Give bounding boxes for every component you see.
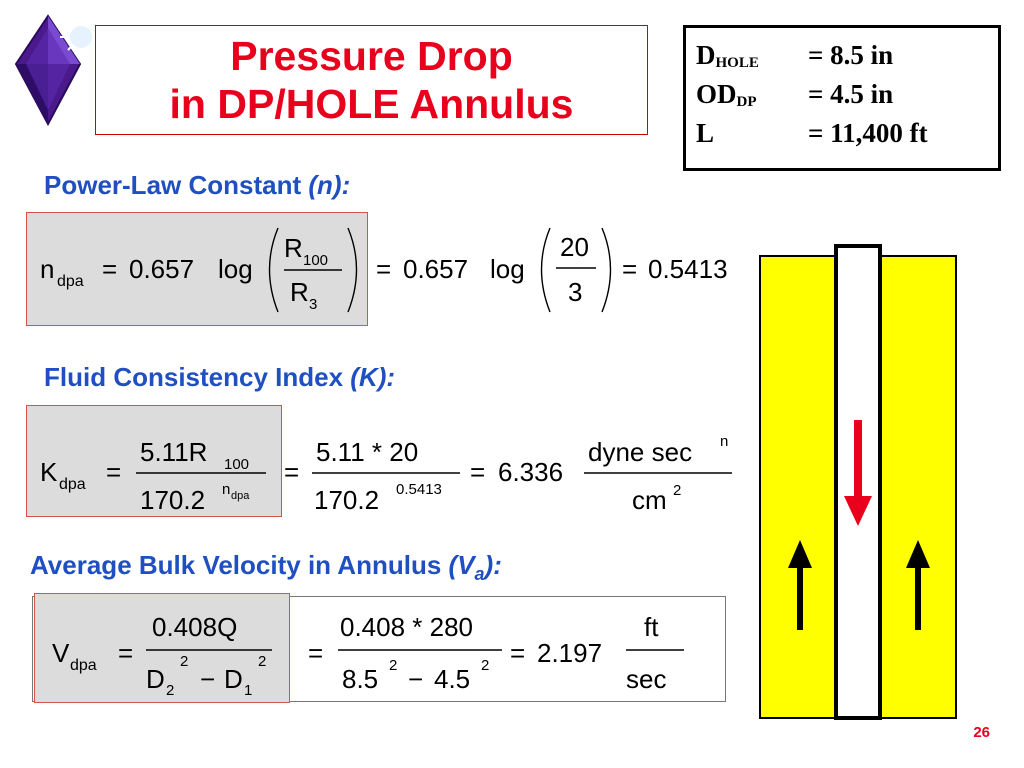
param-row-length: L = 11,400 ft bbox=[696, 114, 998, 153]
v-unit-den: sec bbox=[626, 664, 666, 694]
k-den: 170.2 bbox=[140, 485, 205, 515]
param-row-oddp: ODDP = 4.5 in bbox=[696, 75, 998, 114]
v-den-d1-sub: 1 bbox=[244, 682, 252, 699]
k-formula: K dpa = 5.11R 100 170.2 n dpa = 5.11 * 2… bbox=[40, 433, 732, 515]
n-coef: 0.657 bbox=[129, 254, 194, 284]
param-sub: HOLE bbox=[715, 55, 759, 71]
heading-text: Average Bulk Velocity in Annulus bbox=[30, 550, 442, 580]
heading-text: Power-Law Constant bbox=[44, 170, 302, 200]
v-unit-num: ft bbox=[644, 612, 659, 642]
param-value: = 11,400 ft bbox=[808, 118, 928, 148]
v-den-d1-sup: 2 bbox=[258, 653, 266, 670]
svg-text:=: = bbox=[106, 457, 121, 487]
k-var: K bbox=[40, 457, 58, 487]
heading-text: Fluid Consistency Index bbox=[44, 362, 344, 392]
n-log-2: log bbox=[490, 254, 525, 284]
svg-text:=: = bbox=[470, 457, 485, 487]
parameters-box: DHOLE = 8.5 in ODDP = 4.5 in L = 11,400 … bbox=[683, 25, 1001, 171]
svg-text:=: = bbox=[510, 638, 525, 668]
k-den-sup: n bbox=[222, 481, 230, 498]
k-unit-num-sup: n bbox=[720, 433, 728, 450]
heading-symbol: (V bbox=[448, 550, 475, 580]
n-log: log bbox=[218, 254, 253, 284]
svg-text:=: = bbox=[284, 457, 299, 487]
v-den-d2-sub: 2 bbox=[166, 682, 174, 699]
svg-text:=: = bbox=[376, 254, 391, 284]
v-definition-box bbox=[34, 593, 290, 703]
drill-pipe bbox=[834, 244, 882, 720]
param-value: = 8.5 in bbox=[808, 40, 894, 70]
v-den-d2: D bbox=[146, 664, 165, 694]
k-result: 6.336 bbox=[498, 457, 563, 487]
svg-text:=: = bbox=[622, 254, 637, 284]
k-num-sub: 100 bbox=[224, 456, 249, 473]
heading-power-law: Power-Law Constant (n): bbox=[44, 170, 350, 201]
param-sub: DP bbox=[736, 94, 757, 110]
k-definition-box bbox=[26, 405, 282, 517]
title-line-1: Pressure Drop bbox=[230, 33, 513, 79]
n-formula: n dpa = 0.657 log R 100 R 3 = 0.657 log … bbox=[40, 227, 728, 313]
n-var: n bbox=[40, 254, 54, 284]
svg-text:−: − bbox=[408, 664, 423, 694]
param-label: D bbox=[696, 40, 716, 70]
annulus-diagram bbox=[759, 244, 957, 720]
v-var: V bbox=[52, 638, 70, 668]
title-line-2: in DP/HOLE Annulus bbox=[169, 81, 574, 127]
k-unit-num: dyne sec bbox=[588, 437, 692, 467]
k-den-value-sup: 0.5413 bbox=[396, 481, 442, 498]
heading-symbol-sub: a bbox=[474, 564, 485, 585]
n-num: R bbox=[284, 233, 303, 263]
svg-text:−: − bbox=[200, 664, 215, 694]
k-den-value: 170.2 bbox=[314, 485, 379, 515]
n-den: R bbox=[290, 277, 309, 307]
heading-bulk-velocity: Average Bulk Velocity in Annulus (Va): bbox=[30, 550, 502, 585]
n-num-value: 20 bbox=[560, 232, 589, 262]
heading-fluid-consistency: Fluid Consistency Index (K): bbox=[44, 362, 395, 393]
up-arrow-left-icon bbox=[788, 540, 812, 630]
purple-diamond-logo-icon bbox=[14, 14, 100, 127]
v-num: 0.408Q bbox=[152, 612, 237, 642]
v-result: 2.197 bbox=[537, 638, 602, 668]
down-arrow-icon bbox=[844, 420, 872, 526]
k-unit-den: cm bbox=[632, 485, 667, 515]
svg-text:=: = bbox=[118, 638, 133, 668]
v-den-a: 8.5 bbox=[342, 664, 378, 694]
k-var-sub: dpa bbox=[59, 476, 86, 493]
v-den-a-sup: 2 bbox=[389, 657, 397, 674]
k-num: 5.11R bbox=[140, 437, 207, 467]
svg-text:=: = bbox=[102, 254, 117, 284]
n-den-sub: 3 bbox=[309, 296, 317, 313]
param-row-dhole: DHOLE = 8.5 in bbox=[696, 36, 998, 75]
n-result: 0.5413 bbox=[648, 254, 728, 284]
k-num-value: 5.11 * 20 bbox=[316, 437, 418, 467]
page-number: 26 bbox=[973, 724, 990, 741]
n-var-sub: dpa bbox=[57, 273, 84, 290]
v-den-b: 4.5 bbox=[434, 664, 470, 694]
heading-symbol: (K): bbox=[350, 362, 396, 392]
n-definition-box bbox=[26, 212, 368, 326]
v-var-sub: dpa bbox=[70, 657, 97, 674]
v-den-d1: D bbox=[224, 664, 243, 694]
k-unit-den-sup: 2 bbox=[673, 482, 681, 499]
n-num-sub: 100 bbox=[303, 252, 328, 269]
v-num-value: 0.408 * 280 bbox=[340, 612, 473, 642]
v-den-b-sup: 2 bbox=[481, 657, 489, 674]
heading-symbol: (n): bbox=[308, 170, 351, 200]
heading-symbol-end: ): bbox=[484, 550, 502, 580]
v-formula: V dpa = 0.408Q D 2 2 − D 1 2 = 0.408 * 2… bbox=[52, 612, 684, 699]
param-value: = 4.5 in bbox=[808, 79, 894, 109]
v-den-d2-sup: 2 bbox=[180, 653, 188, 670]
n-coef-2: 0.657 bbox=[403, 254, 468, 284]
n-den-value: 3 bbox=[568, 277, 582, 307]
k-den-sup-sub: dpa bbox=[231, 490, 250, 502]
param-label: L bbox=[696, 118, 715, 148]
title-box: Pressure Drop in DP/HOLE Annulus bbox=[95, 25, 648, 135]
svg-text:=: = bbox=[308, 638, 323, 668]
up-arrow-right-icon bbox=[906, 540, 930, 630]
param-label: OD bbox=[696, 79, 737, 109]
